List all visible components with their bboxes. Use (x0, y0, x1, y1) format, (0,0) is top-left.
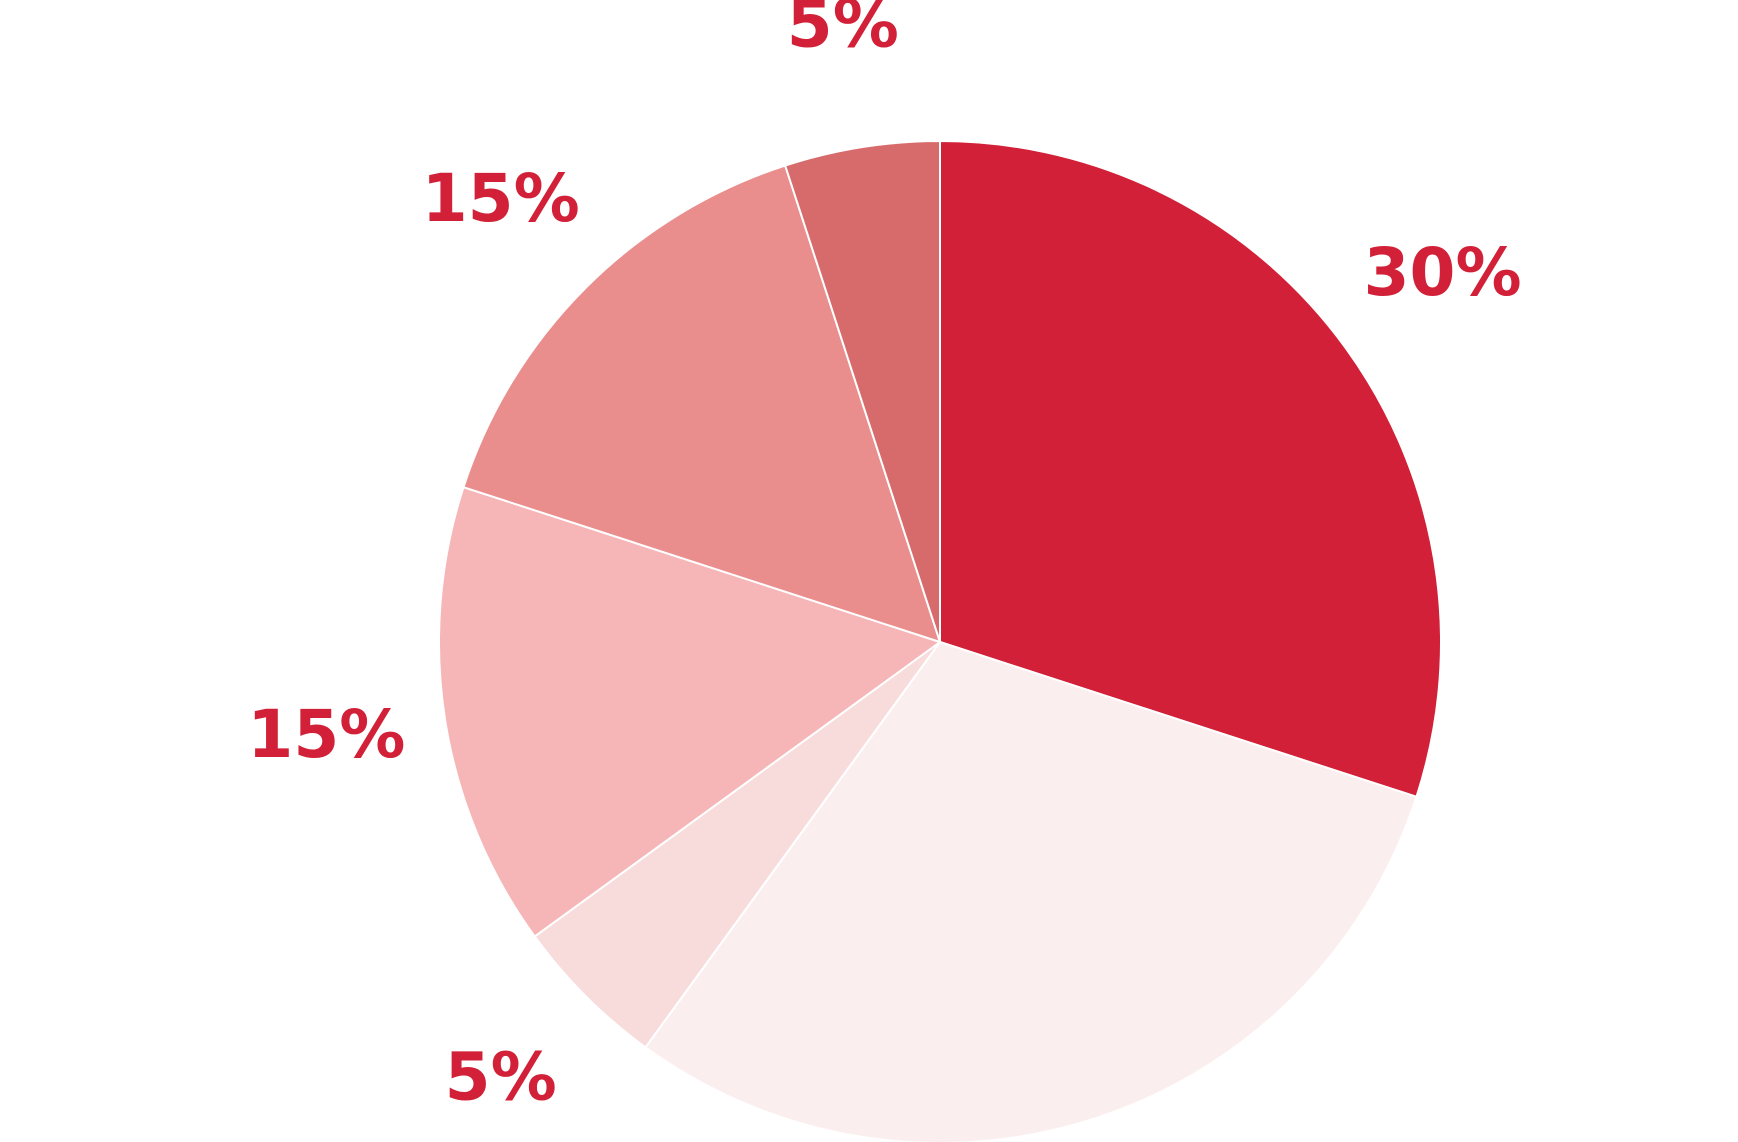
pie-slice (533, 641, 941, 1049)
data-label: 15% (247, 696, 405, 773)
pie-slice (939, 139, 1442, 799)
data-label: 5% (787, 0, 899, 62)
data-label: 30% (1364, 234, 1522, 311)
pie-slice (783, 139, 941, 643)
data-label: 15% (422, 160, 580, 237)
pie-slice (462, 164, 942, 644)
data-label: 5% (445, 1038, 557, 1115)
pie-slice (644, 640, 1418, 1142)
pie-slice (438, 485, 943, 938)
